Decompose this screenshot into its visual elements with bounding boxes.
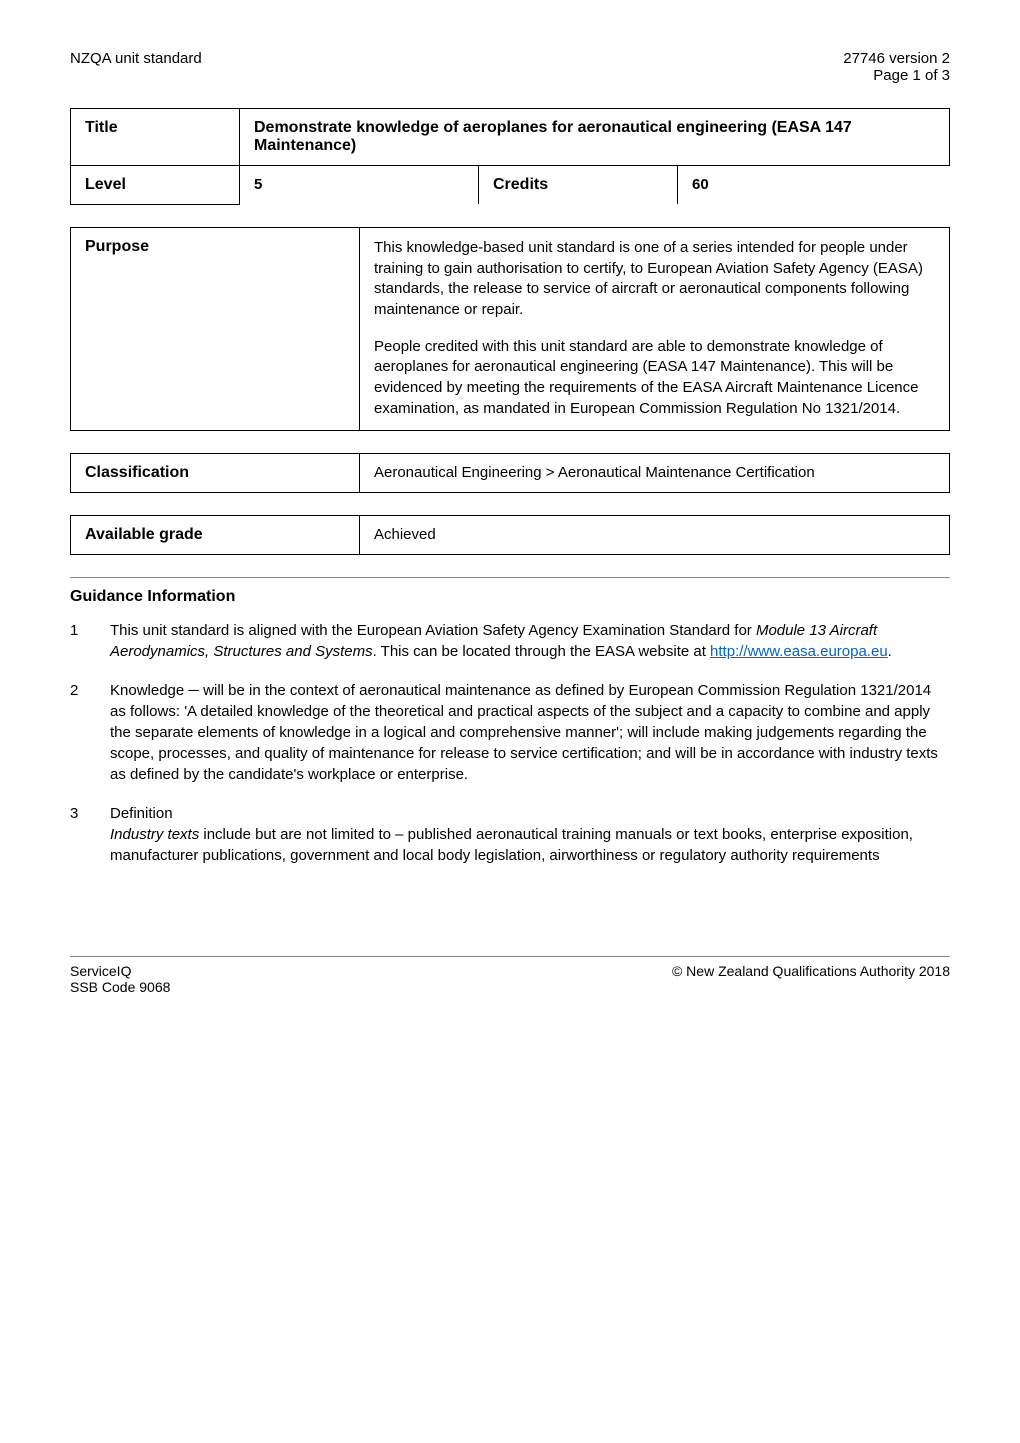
title-label: Title: [71, 109, 240, 166]
guidance-item-2: 2 Knowledge ─ will be in the context of …: [70, 680, 950, 785]
guidance-item-3: 3 Definition Industry texts include but …: [70, 803, 950, 866]
purpose-table: Purpose This knowledge-based unit standa…: [70, 227, 950, 431]
footer-left: ServiceIQ SSB Code 9068: [70, 963, 170, 995]
guidance-body-3: Definition Industry texts include but ar…: [110, 803, 950, 866]
guidance-1-link[interactable]: http://www.easa.europa.eu: [710, 643, 888, 660]
footer-right: © New Zealand Qualifications Authority 2…: [672, 963, 950, 995]
classification-value: Aeronautical Engineering > Aeronautical …: [360, 453, 950, 492]
footer-left-line1: ServiceIQ: [70, 963, 170, 979]
guidance-body-2: Knowledge ─ will be in the context of ae…: [110, 680, 950, 785]
page: NZQA unit standard 27746 version 2 Page …: [0, 0, 1020, 1035]
guidance-1-tail: .: [888, 643, 892, 660]
footer-left-line2: SSB Code 9068: [70, 979, 170, 995]
page-footer: ServiceIQ SSB Code 9068 © New Zealand Qu…: [70, 956, 950, 995]
purpose-para-2: People credited with this unit standard …: [374, 337, 935, 420]
purpose-label: Purpose: [71, 228, 360, 431]
guidance-num-2: 2: [70, 680, 110, 785]
header-version: 27746 version 2: [843, 50, 950, 67]
guidance-body-1: This unit standard is aligned with the E…: [110, 620, 950, 662]
guidance-1-pre: This unit standard is aligned with the E…: [110, 622, 756, 639]
level-label: Level: [71, 166, 240, 205]
guidance-3-rest: include but are not limited to – publish…: [110, 826, 913, 864]
guidance-heading: Guidance Information: [70, 577, 950, 606]
level-value: 5: [240, 166, 479, 204]
header-left: NZQA unit standard: [70, 50, 202, 84]
guidance-3-italic: Industry texts: [110, 826, 199, 843]
guidance-num-3: 3: [70, 803, 110, 866]
guidance-item-1: 1 This unit standard is aligned with the…: [70, 620, 950, 662]
purpose-content: This knowledge-based unit standard is on…: [360, 228, 950, 431]
guidance-1-post: . This can be located through the EASA w…: [373, 643, 710, 660]
credits-value: 60: [678, 166, 950, 204]
page-header: NZQA unit standard 27746 version 2 Page …: [70, 50, 950, 84]
available-grade-value: Achieved: [360, 515, 950, 554]
available-grade-table: Available grade Achieved: [70, 515, 950, 555]
purpose-para-1: This knowledge-based unit standard is on…: [374, 238, 935, 321]
guidance-num-1: 1: [70, 620, 110, 662]
credits-label: Credits: [479, 166, 678, 204]
available-grade-label: Available grade: [71, 515, 360, 554]
header-page-number: Page 1 of 3: [843, 67, 950, 84]
classification-table: Classification Aeronautical Engineering …: [70, 453, 950, 493]
header-right: 27746 version 2 Page 1 of 3: [843, 50, 950, 84]
title-table: Title Demonstrate knowledge of aeroplane…: [70, 108, 950, 205]
classification-label: Classification: [71, 453, 360, 492]
guidance-3-heading: Definition: [110, 803, 950, 824]
title-value: Demonstrate knowledge of aeroplanes for …: [240, 109, 950, 166]
